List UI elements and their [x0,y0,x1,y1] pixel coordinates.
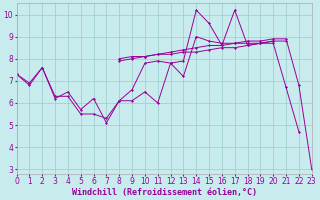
X-axis label: Windchill (Refroidissement éolien,°C): Windchill (Refroidissement éolien,°C) [72,188,257,197]
